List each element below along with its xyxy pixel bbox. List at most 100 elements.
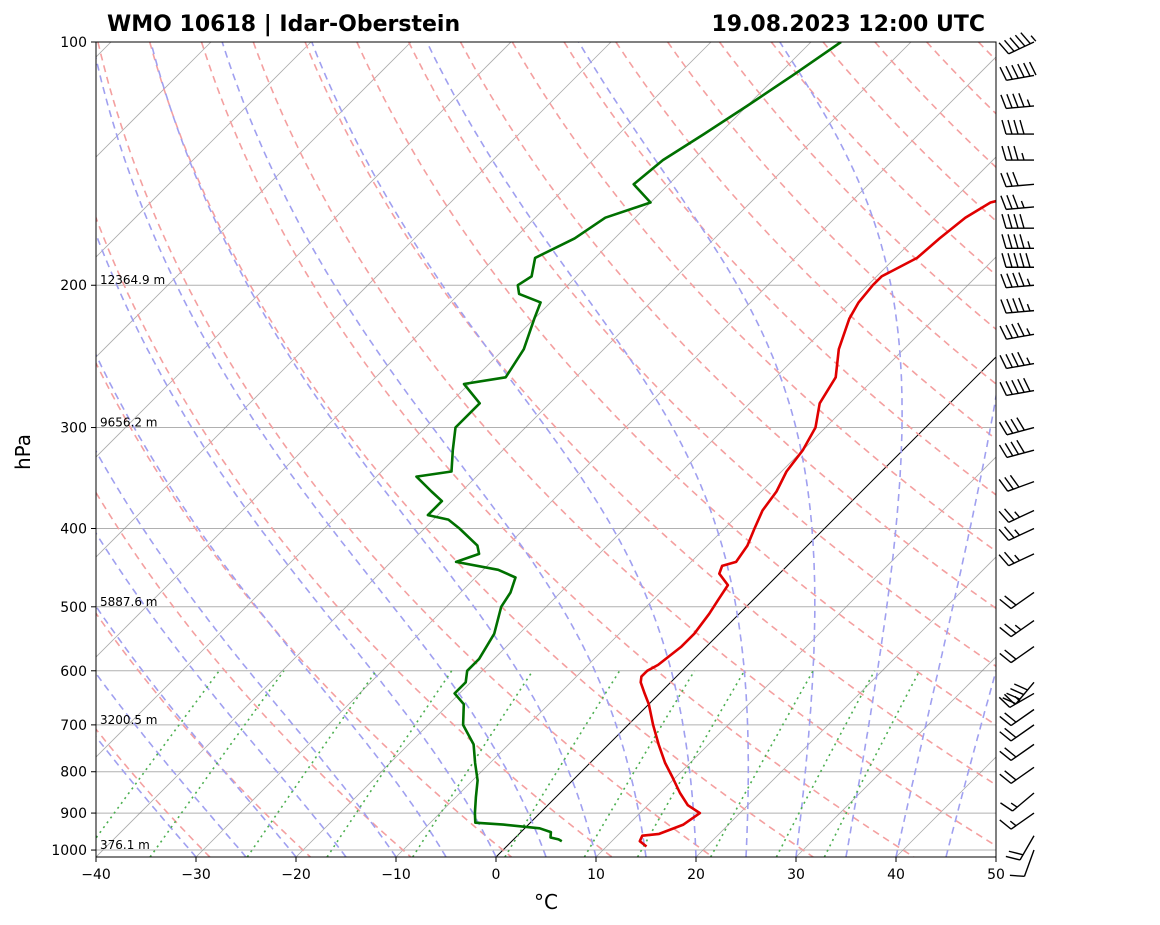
wind-barb-full xyxy=(998,479,1009,492)
wind-barb-full xyxy=(1001,253,1007,268)
wind-barb xyxy=(1001,145,1034,161)
wind-barb xyxy=(1000,93,1035,110)
wind-barb-full xyxy=(998,696,1011,708)
wind-barb xyxy=(1000,792,1035,812)
wind-barb-full xyxy=(999,819,1012,830)
dry-adiabat xyxy=(148,42,814,857)
y-axis-label: hPa xyxy=(11,434,35,470)
wind-barb-full xyxy=(1012,272,1019,287)
wind-barb-full xyxy=(1004,420,1014,434)
wind-barb-full xyxy=(1013,253,1019,268)
wind-barb-full xyxy=(1001,119,1007,135)
wind-barb-full xyxy=(1025,253,1031,268)
isotherm xyxy=(695,556,996,857)
wind-barb xyxy=(999,619,1035,638)
plot-frame xyxy=(95,41,997,858)
wind-barb xyxy=(999,708,1035,727)
moist-adiabat xyxy=(779,42,903,857)
wind-barb-full xyxy=(1019,119,1025,135)
wind-barb xyxy=(998,439,1035,459)
wind-barb-full xyxy=(1020,32,1031,45)
wind-barb-half xyxy=(1014,695,1021,702)
wind-barb xyxy=(998,551,1035,567)
height-label: 5887.6 m xyxy=(100,595,158,609)
wind-barb xyxy=(1009,849,1035,878)
moist-adiabats xyxy=(96,42,996,857)
moist-adiabat xyxy=(221,42,647,857)
wind-barb-full xyxy=(1000,273,1007,288)
wind-barb-full xyxy=(1010,418,1020,433)
wind-barb-full xyxy=(1004,623,1017,634)
height-labels: 12364.9 m 9656.2 m 5887.6 m 3200.5 m 376.1 m xyxy=(100,273,165,852)
dry-adiabat xyxy=(667,42,996,385)
wind-barb-staff xyxy=(1008,553,1035,567)
wind-barb-staff xyxy=(1009,692,1035,709)
wind-barb-full xyxy=(999,598,1012,610)
isotherm xyxy=(96,42,412,358)
wind-barb-full xyxy=(1011,64,1019,79)
wind-barb-full xyxy=(1011,379,1019,394)
dry-adiabat xyxy=(96,361,512,857)
wind-barb-staff xyxy=(1006,426,1035,436)
wind-barb xyxy=(999,743,1035,762)
wind-barb-staff xyxy=(1019,835,1035,861)
y-tick-label: 700 xyxy=(60,718,87,734)
wind-barb-full xyxy=(1007,234,1013,249)
wind-barb-full xyxy=(1004,747,1017,758)
wind-barb-staff xyxy=(1010,724,1035,742)
x-axis-ticks: −40 −30 −20 −10 0 10 20 30 40 50 xyxy=(81,857,1005,883)
wind-barb-full xyxy=(1004,443,1014,457)
wind-barb xyxy=(1000,194,1035,211)
wind-barb-full xyxy=(1000,802,1013,812)
wind-barb-full xyxy=(1013,234,1019,249)
dry-adiabat xyxy=(252,42,996,847)
mixing-ratio-line xyxy=(775,670,876,857)
wind-barb-full xyxy=(1028,61,1037,76)
wind-barb-full xyxy=(1006,195,1013,210)
moist-adiabat xyxy=(945,667,996,857)
y-tick-label: 900 xyxy=(60,806,87,822)
wind-barb-full xyxy=(1013,119,1019,135)
mixing-ratio-lines xyxy=(96,670,921,857)
moist-adiabat xyxy=(96,531,347,857)
wind-barb-full xyxy=(999,355,1008,369)
moist-adiabat xyxy=(96,735,197,857)
wind-barbs xyxy=(998,32,1037,878)
y-tick-label: 200 xyxy=(60,278,87,294)
wind-barb-full xyxy=(1000,299,1007,314)
wind-barb-full xyxy=(1007,145,1013,161)
isotherm xyxy=(895,756,996,857)
wind-barb-staff xyxy=(1010,646,1035,664)
wind-barb-staff xyxy=(1012,792,1035,812)
wind-barb-full xyxy=(1003,39,1015,52)
wind-barb xyxy=(999,351,1035,370)
wind-barb-staff xyxy=(1010,766,1035,784)
wind-barb-full xyxy=(1001,234,1007,249)
wind-barb xyxy=(998,508,1035,523)
dry-adiabat xyxy=(874,42,996,169)
wind-barb-full xyxy=(1007,214,1013,229)
wind-barb-full xyxy=(1008,850,1024,856)
wind-barb-full xyxy=(1004,649,1017,660)
dry-adiabat xyxy=(459,42,996,610)
wind-barb-staff xyxy=(1023,849,1035,877)
wind-barb-full xyxy=(999,325,1008,340)
wind-barb-full xyxy=(1004,595,1017,606)
wind-barb-full xyxy=(1013,145,1019,161)
x-tick-label: 30 xyxy=(787,867,805,883)
wind-barb-full xyxy=(1006,273,1013,288)
wind-barb-half xyxy=(1014,529,1021,536)
wind-barb-full xyxy=(1000,195,1007,210)
wind-barb-staff xyxy=(1008,509,1035,523)
wind-barb xyxy=(998,32,1037,55)
wind-barb-full xyxy=(1004,712,1017,723)
wind-barb xyxy=(999,646,1035,664)
moist-adiabat xyxy=(96,672,247,857)
wind-barb-full xyxy=(1011,323,1019,338)
y-tick-label: 500 xyxy=(60,600,87,616)
moist-adiabat xyxy=(426,42,750,857)
wind-barb-full xyxy=(1001,145,1007,161)
wind-barb-half xyxy=(1014,554,1021,562)
wind-barb xyxy=(1000,171,1035,188)
wind-barb-full xyxy=(999,66,1008,81)
